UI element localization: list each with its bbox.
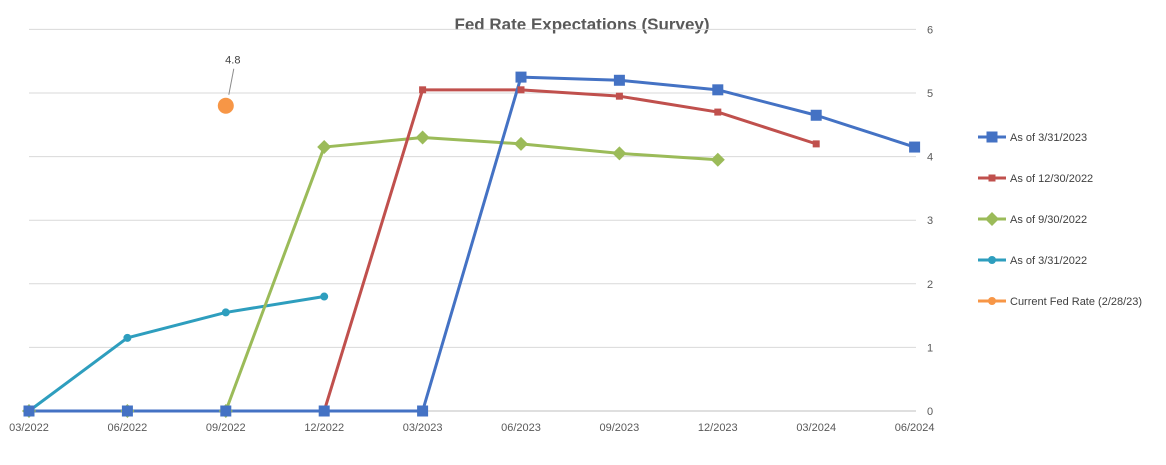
data-point — [318, 405, 330, 417]
series-markers — [22, 71, 921, 418]
x-tick-label: 09/2022 — [206, 422, 246, 434]
data-point — [612, 146, 627, 161]
legend: As of 3/31/2023 As of 12/30/2022 As of 9/3… — [978, 131, 1142, 308]
data-point — [419, 86, 427, 94]
data-point — [710, 152, 725, 167]
legend-label: As of 9/30/2022 — [1010, 214, 1087, 226]
series-line — [29, 75, 916, 413]
data-point — [123, 333, 132, 342]
legend-item: Current Fed Rate (2/28/23) — [978, 296, 1142, 308]
data-label: 4.8 — [225, 55, 240, 67]
data-point — [221, 308, 230, 317]
y-tick-label: 6 — [927, 24, 933, 36]
legend-label: As of 3/31/2022 — [1010, 255, 1087, 267]
data-point — [121, 405, 133, 417]
x-tick-label: 09/2023 — [600, 422, 640, 434]
series-lines — [28, 75, 916, 413]
data-point — [320, 292, 329, 301]
x-tick-label: 03/2023 — [403, 422, 443, 434]
x-tick-label: 12/2023 — [698, 422, 738, 434]
legend-item: As of 9/30/2022 — [978, 212, 1087, 226]
data-point — [415, 130, 430, 145]
annotation-leader — [228, 68, 235, 95]
x-tick-label: 12/2022 — [304, 422, 344, 434]
x-tick-label: 06/2023 — [501, 422, 541, 434]
x-tick-label: 06/2024 — [895, 422, 935, 434]
legend-item: As of 3/31/2023 — [978, 131, 1087, 144]
legend-label: As of 12/30/2022 — [1010, 173, 1093, 185]
data-point — [810, 109, 822, 121]
x-tick-label: 03/2024 — [796, 422, 836, 434]
data-point — [417, 405, 429, 417]
data-point — [217, 97, 234, 114]
y-tick-label: 5 — [927, 88, 933, 100]
y-tick-label: 0 — [927, 406, 933, 418]
legend-label: As of 3/31/2023 — [1010, 132, 1087, 144]
data-point — [988, 256, 996, 264]
data-point — [712, 84, 724, 96]
data-point — [613, 74, 625, 86]
y-tick-label: 4 — [927, 152, 933, 164]
data-point — [220, 405, 232, 417]
data-point — [317, 140, 332, 155]
data-point — [986, 131, 998, 143]
x-tick-label: 06/2022 — [108, 422, 148, 434]
data-point — [988, 174, 996, 182]
data-point — [985, 212, 999, 226]
chart-title: Fed Rate Expectations (Survey) — [454, 15, 709, 34]
data-point — [988, 297, 996, 305]
y-axis-ticks: 0 1 2 3 4 5 6 — [927, 24, 933, 418]
data-point — [909, 141, 921, 153]
data-point — [615, 92, 623, 100]
annotations: 4.8 — [225, 55, 240, 95]
data-point — [23, 405, 35, 417]
legend-item: As of 3/31/2022 — [978, 255, 1087, 267]
data-point — [517, 86, 525, 94]
x-axis-ticks: 03/2022 06/2022 09/2022 12/2022 03/2023 06/20… — [9, 422, 934, 434]
gridlines — [29, 28, 916, 412]
series-line — [29, 136, 718, 413]
y-tick-label: 2 — [927, 279, 933, 291]
legend-label: Current Fed Rate (2/28/23) — [1010, 296, 1142, 308]
data-point — [714, 108, 722, 116]
y-tick-label: 1 — [927, 342, 933, 354]
data-point — [514, 136, 528, 151]
y-tick-label: 3 — [927, 215, 933, 227]
x-tick-label: 03/2022 — [9, 422, 49, 434]
data-point — [812, 140, 820, 148]
legend-item: As of 12/30/2022 — [978, 173, 1093, 185]
series-line — [28, 295, 325, 413]
data-point — [515, 71, 527, 83]
